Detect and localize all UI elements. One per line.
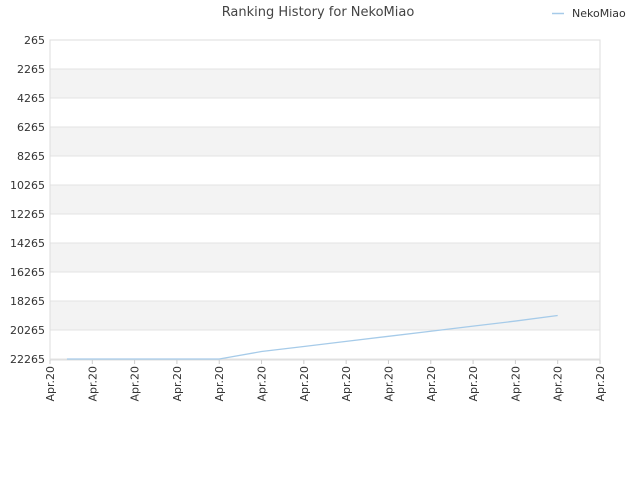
x-tick-label: Apr.20 bbox=[509, 366, 522, 402]
x-tick-label: Apr.20 bbox=[382, 366, 395, 402]
y-tick-label: 12265 bbox=[10, 208, 45, 221]
x-tick-label: Apr.20 bbox=[298, 366, 311, 402]
y-tick-label: 14265 bbox=[10, 237, 45, 250]
x-tick-label: Apr.20 bbox=[594, 366, 607, 402]
y-tick-label: 22265 bbox=[10, 353, 45, 366]
x-tick-label: Apr.20 bbox=[129, 366, 142, 402]
series-layer bbox=[66, 314, 558, 360]
x-tick-label: Apr.20 bbox=[425, 366, 438, 402]
plot-band bbox=[50, 243, 600, 272]
plot-band bbox=[50, 69, 600, 98]
y-tick-label: 6265 bbox=[17, 121, 45, 134]
y-tick-label: 2265 bbox=[17, 63, 45, 76]
x-tick-label: Apr.20 bbox=[256, 366, 269, 402]
y-tick-label: 16265 bbox=[10, 266, 45, 279]
y-axis-ticks: 265 2265 4265 6265 8265 10265 12265 14265 16265 1… bbox=[10, 34, 45, 366]
y-tick-label: 18265 bbox=[10, 295, 45, 308]
y-tick-label: 10265 bbox=[10, 179, 45, 192]
plot-band bbox=[50, 301, 600, 330]
plot-band bbox=[50, 272, 600, 301]
series-line-nekomiao bbox=[66, 314, 558, 360]
x-tick-label: Apr.20 bbox=[340, 366, 353, 402]
x-tick-label: Apr.20 bbox=[171, 366, 184, 402]
x-tick-label: Apr.20 bbox=[467, 366, 480, 402]
x-axis-ticks: Apr.20 Apr.20 Apr.20 Apr.20 Apr.20 Apr.20 Apr.… bbox=[44, 360, 607, 402]
x-tick-label: Apr.20 bbox=[44, 366, 57, 402]
plot-band bbox=[50, 127, 600, 156]
plot-band bbox=[50, 98, 600, 127]
x-tick-label: Apr.20 bbox=[86, 366, 99, 402]
plot-band bbox=[50, 156, 600, 185]
chart-title: Ranking History for NekoMiao bbox=[222, 5, 415, 20]
x-tick-label: Apr.20 bbox=[213, 366, 226, 402]
legend-label-nekomiao: NekoMiao bbox=[572, 7, 626, 20]
legend: NekoMiao bbox=[552, 7, 626, 20]
plot-band bbox=[50, 40, 600, 69]
y-tick-label: 8265 bbox=[17, 150, 45, 163]
plot-band bbox=[50, 185, 600, 214]
plot-bands bbox=[50, 40, 600, 359]
y-tick-label: 20265 bbox=[10, 324, 45, 337]
plot-area-border bbox=[49, 39, 601, 361]
x-tick-label: Apr.20 bbox=[552, 366, 565, 402]
y-tick-label: 4265 bbox=[17, 92, 45, 105]
y-tick-label: 265 bbox=[24, 34, 45, 47]
plot-band bbox=[50, 214, 600, 243]
